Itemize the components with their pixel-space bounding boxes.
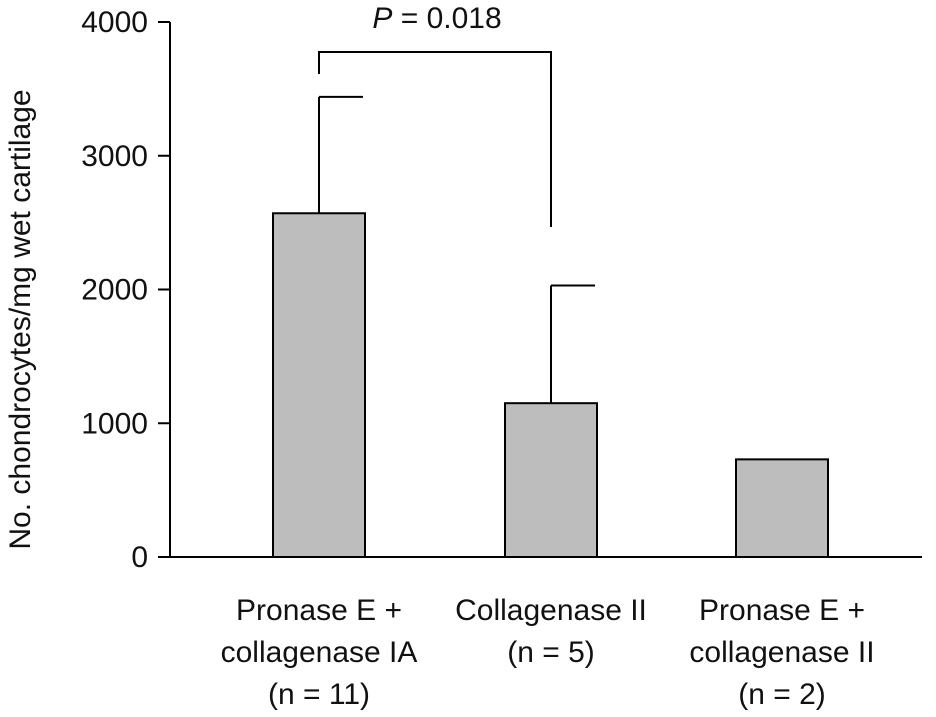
x-category-label: collagenase II: [689, 636, 874, 669]
bar: [272, 212, 366, 558]
y-tick-label: 0: [131, 541, 148, 574]
x-category-label: Pronase E +: [699, 594, 865, 627]
significance-bracket: P = 0.018: [318, 2, 552, 227]
y-tick-label: 4000: [81, 6, 148, 39]
x-category-label: (n = 11): [268, 678, 370, 711]
x-category-label: (n = 5): [507, 636, 595, 669]
x-category-label: Collagenase II: [455, 594, 647, 627]
bars: [272, 212, 829, 558]
y-tick-label: 1000: [81, 407, 148, 440]
bar: [504, 402, 598, 558]
p-value-label: P = 0.018: [372, 2, 501, 35]
x-category-label: (n = 2): [738, 678, 826, 711]
x-category-label: Pronase E +: [236, 594, 402, 627]
x-category-labels: Pronase E + collagenase IA (n = 11) Collage…: [221, 594, 875, 711]
y-tick-label: 3000: [81, 140, 148, 173]
y-axis-label: No. chondrocytes/mg wet cartilage: [4, 89, 37, 549]
y-tick-label: 2000: [81, 274, 148, 307]
bracket-line: [318, 51, 552, 227]
bar: [735, 458, 829, 558]
p-value-number: = 0.018: [392, 2, 501, 35]
y-ticks: 0 1000 2000 3000 4000: [81, 6, 170, 574]
x-category-label: collagenase IA: [221, 636, 418, 669]
p-value-symbol: P: [372, 2, 392, 35]
error-bars: [318, 95, 595, 404]
